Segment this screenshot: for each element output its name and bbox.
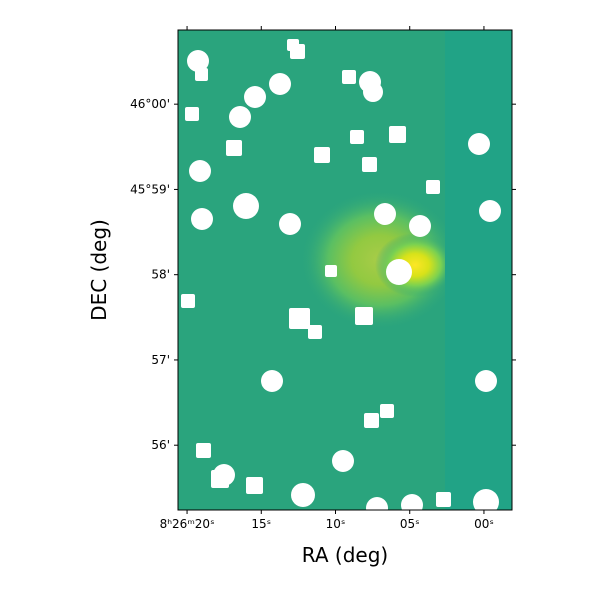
x-tick-label: 15ˢ xyxy=(251,517,271,531)
mask-circle xyxy=(473,489,499,510)
mask-square xyxy=(325,265,337,277)
x-axis-label: RA (deg) xyxy=(302,543,388,567)
mask-square xyxy=(389,126,406,143)
mask-square xyxy=(380,404,394,418)
mask-square xyxy=(314,147,330,163)
y-tick-label: 46°00' xyxy=(130,97,170,111)
mask-circle xyxy=(479,200,501,222)
mask-circle xyxy=(244,86,266,108)
mask-circle xyxy=(189,160,211,182)
y-tick-label: 57' xyxy=(151,353,170,367)
mask-square xyxy=(426,180,440,194)
y-axis-label: DEC (deg) xyxy=(87,219,111,321)
x-tick-label: 10ˢ xyxy=(326,517,346,531)
mask-square xyxy=(181,294,195,308)
mask-circle xyxy=(332,450,354,472)
mask-square xyxy=(195,68,208,81)
mask-circle xyxy=(233,193,259,219)
mask-square xyxy=(350,130,364,144)
mask-circle xyxy=(363,82,383,102)
mask-circle xyxy=(187,50,209,72)
mask-circle xyxy=(386,259,412,285)
mask-circle xyxy=(475,370,497,392)
mask-square xyxy=(355,307,373,325)
mask-circle xyxy=(279,213,301,235)
x-tick-label: 00ˢ xyxy=(474,517,494,531)
masks xyxy=(181,39,501,510)
mask-circle xyxy=(374,203,396,225)
mask-square xyxy=(436,492,451,507)
mask-circle xyxy=(468,133,490,155)
mask-square xyxy=(290,44,305,59)
plot-frame xyxy=(177,29,513,511)
mask-circle xyxy=(261,370,283,392)
x-tick-label: 8ʰ26ᵐ20ˢ xyxy=(160,517,215,531)
mask-circle xyxy=(191,208,213,230)
mask-circle xyxy=(409,215,431,237)
mask-square xyxy=(308,325,322,339)
mask-square xyxy=(342,70,356,84)
mask-circle xyxy=(366,497,388,510)
x-tick-label: 05ˢ xyxy=(400,517,420,531)
mask-square xyxy=(233,110,247,124)
mask-circle xyxy=(401,494,423,510)
mask-square xyxy=(364,413,379,428)
image xyxy=(178,30,512,510)
mask-square xyxy=(211,470,229,488)
mask-circle xyxy=(291,483,315,507)
y-tick-label: 58' xyxy=(151,268,170,282)
mask-circle xyxy=(269,73,291,95)
mask-square xyxy=(226,140,242,156)
y-tick-label: 45°59' xyxy=(130,182,170,196)
mask-square xyxy=(185,107,199,121)
mask-square xyxy=(362,157,377,172)
mask-square xyxy=(196,443,211,458)
mask-square xyxy=(246,477,263,494)
y-tick-label: 56' xyxy=(151,438,170,452)
mask-square xyxy=(289,308,310,329)
